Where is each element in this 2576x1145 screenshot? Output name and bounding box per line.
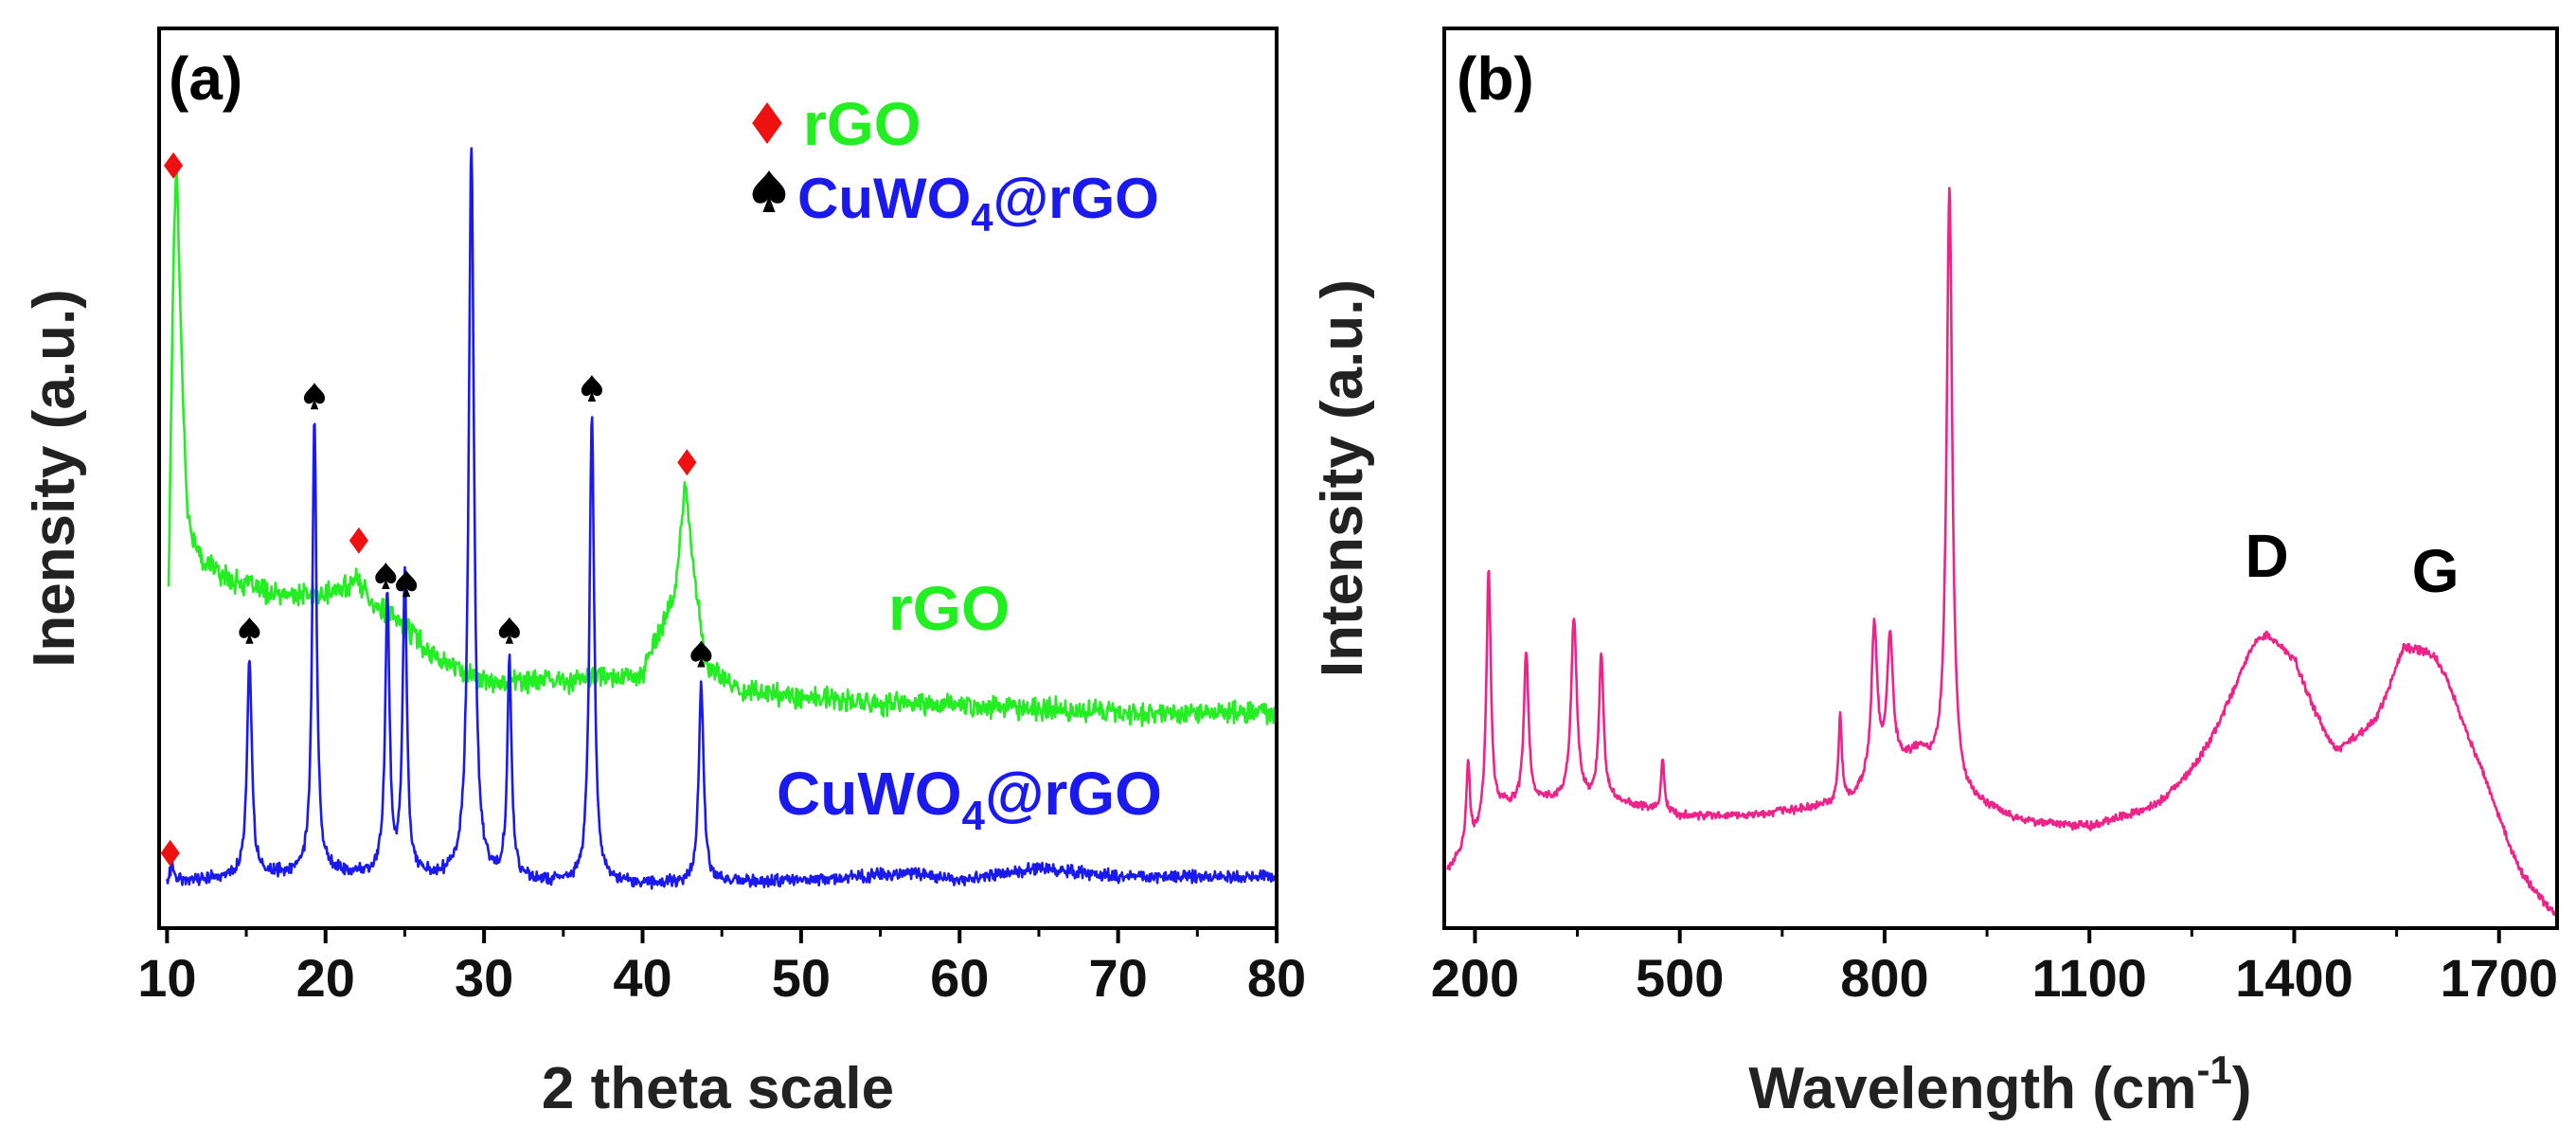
x-b-tick-label-1400: 1400 [2235,948,2353,1008]
x-a-tick-label-30: 30 [455,948,513,1008]
x-b-tick-label-500: 500 [1636,948,1724,1008]
annotation-d-band: D [2245,522,2289,590]
x-axis-ticks-a: 10 20 30 40 50 60 70 80 [137,928,1306,1008]
cuwo4-peak-marker-9 [581,375,602,402]
x-b-tick-label-800: 800 [1840,948,1928,1008]
x-a-tick-label-10: 10 [137,948,196,1008]
legend-spade-icon [752,170,786,212]
x-axis-label-b: Wavelength (cm-1) [1748,1047,2251,1121]
x-a-tick-label-80: 80 [1247,948,1306,1008]
y-axis-label-b: Intensity (a.u.) [1310,279,1375,677]
legend-label-cuwo4: CuWO4@rGO [797,167,1159,240]
y-axis-label-a: Inensity (a.u.) [22,289,87,668]
x-a-tick-label-60: 60 [930,948,989,1008]
series-label-rgo: rGO [888,573,1010,643]
plot-frame-a [157,27,1279,930]
cuwo4-peak-marker-8 [498,617,520,644]
x-a-tick-label-40: 40 [613,948,671,1008]
cuwo4-peak-marker-4 [239,617,260,644]
cuwo4-series-line [166,147,1279,890]
x-a-tick-label-70: 70 [1088,948,1147,1008]
annotation-g-band: G [2412,537,2460,605]
plot-frame-b [1442,27,2559,930]
legend: rGO CuWO4@rGO [752,90,1159,240]
legend-diamond-icon [752,102,782,144]
x-b-tick-label-1700: 1700 [2440,948,2558,1008]
cuwo4-peak-marker-5 [303,383,326,410]
series-label-cuwo4: CuWO4@rGO [777,760,1162,839]
rgo-peak-marker-1 [349,527,368,554]
cuwo4-peak-marker-6 [375,563,397,589]
rgo-peak-marker-0 [163,152,184,179]
panel-b: 200 500 800 1100 1400 1700 (b) D G Wavelength… [1310,27,2559,1121]
x-b-tick-label-200: 200 [1431,948,1519,1008]
rgo-peak-marker-2 [677,449,697,476]
cuwo4-peak-marker-10 [690,640,712,668]
x-a-tick-label-20: 20 [296,948,355,1008]
x-axis-ticks-b: 200 500 800 1100 1400 1700 [1431,928,2558,1008]
panel-label-b: (b) [1457,45,1534,113]
raman-series-line [1446,187,2559,921]
peak-markers [160,152,712,867]
rgo-series-line [167,165,1279,727]
x-axis-label-a: 2 theta scale [542,1056,894,1121]
panel-a: 10 20 30 40 50 60 70 80 (a) rGO CuWO4@rGO rGO C… [22,27,1306,1121]
rgo-peak-marker-3 [160,839,180,867]
x-b-tick-label-1100: 1100 [2031,948,2147,1008]
cuwo4-peak-marker-7 [396,570,418,598]
panel-label-a: (a) [169,45,242,113]
legend-label-rgo: rGO [803,90,921,158]
x-a-tick-label-50: 50 [772,948,831,1008]
legend-spade-shape [752,170,786,212]
